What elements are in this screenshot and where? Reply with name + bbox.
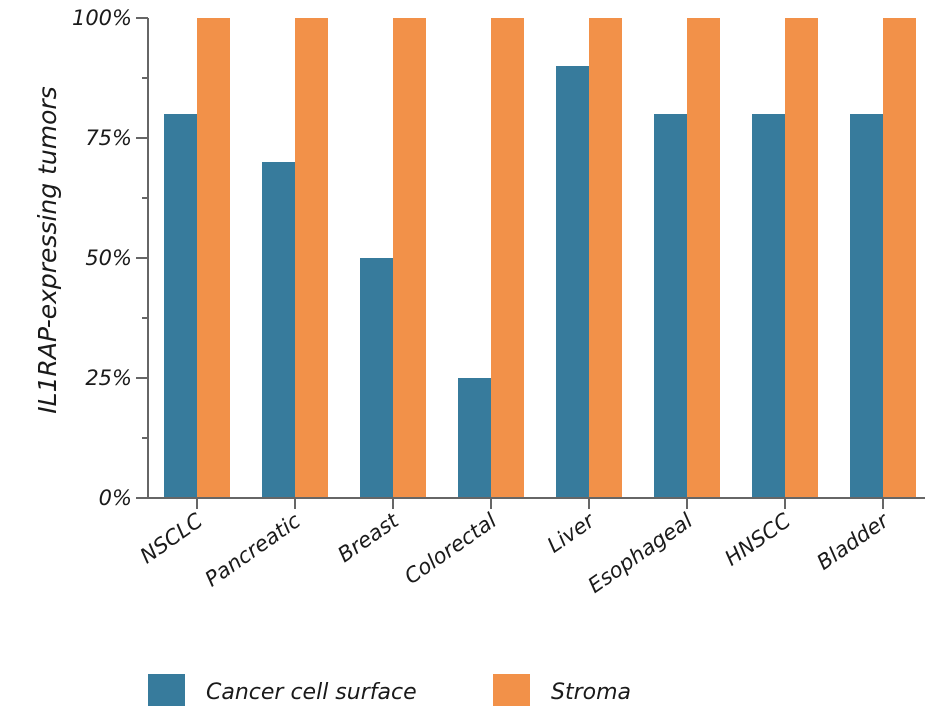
x-tick-label-pancreatic: Pancreatic [201,508,306,591]
bar-cancer-cell-surface-liver [556,66,589,498]
bar-stroma-bladder [883,18,916,498]
bar-stroma-breast [393,18,426,498]
y-axis-title: IL1RAP-expressing tumors [33,86,62,413]
bar-cancer-cell-surface-hnscc [752,114,785,498]
legend-swatch-cancer-cell-surface [148,674,185,706]
legend-label-cancer-cell-surface: Cancer cell surface [206,680,417,705]
x-tick-label-liver: Liver [543,508,600,558]
x-tick-label-breast: Breast [333,508,403,567]
legend-label-stroma: Stroma [551,680,631,705]
bar-cancer-cell-surface-pancreatic [262,162,295,498]
y-tick-label: 50% [85,246,132,270]
y-tick-label: 100% [72,6,132,30]
y-tick-label: 0% [99,486,132,510]
bar-cancer-cell-surface-colorectal [458,378,491,498]
x-tick-label-colorectal: Colorectal [400,508,501,589]
x-tick-label-hnscc: HNSCC [720,508,795,570]
x-tick-label-bladder: Bladder [812,508,894,575]
x-tick-label-esophageal: Esophageal [584,508,697,597]
bar-stroma-liver [589,18,622,498]
y-tick-label: 25% [85,366,132,390]
bar-cancer-cell-surface-breast [360,258,393,498]
y-tick-label: 75% [85,126,132,150]
bar-stroma-esophageal [687,18,720,498]
bar-cancer-cell-surface-esophageal [654,114,687,498]
legend-swatch-stroma [493,674,530,706]
bars-group [164,18,916,498]
bar-stroma-hnscc [785,18,818,498]
legend: Cancer cell surface Stroma [148,674,631,706]
bar-stroma-colorectal [491,18,524,498]
x-tick-label-nsclc: NSCLC [136,508,207,568]
bar-cancer-cell-surface-bladder [850,114,883,498]
bar-stroma-pancreatic [295,18,328,498]
bar-stroma-nsclc [197,18,230,498]
bar-cancer-cell-surface-nsclc [164,114,197,498]
